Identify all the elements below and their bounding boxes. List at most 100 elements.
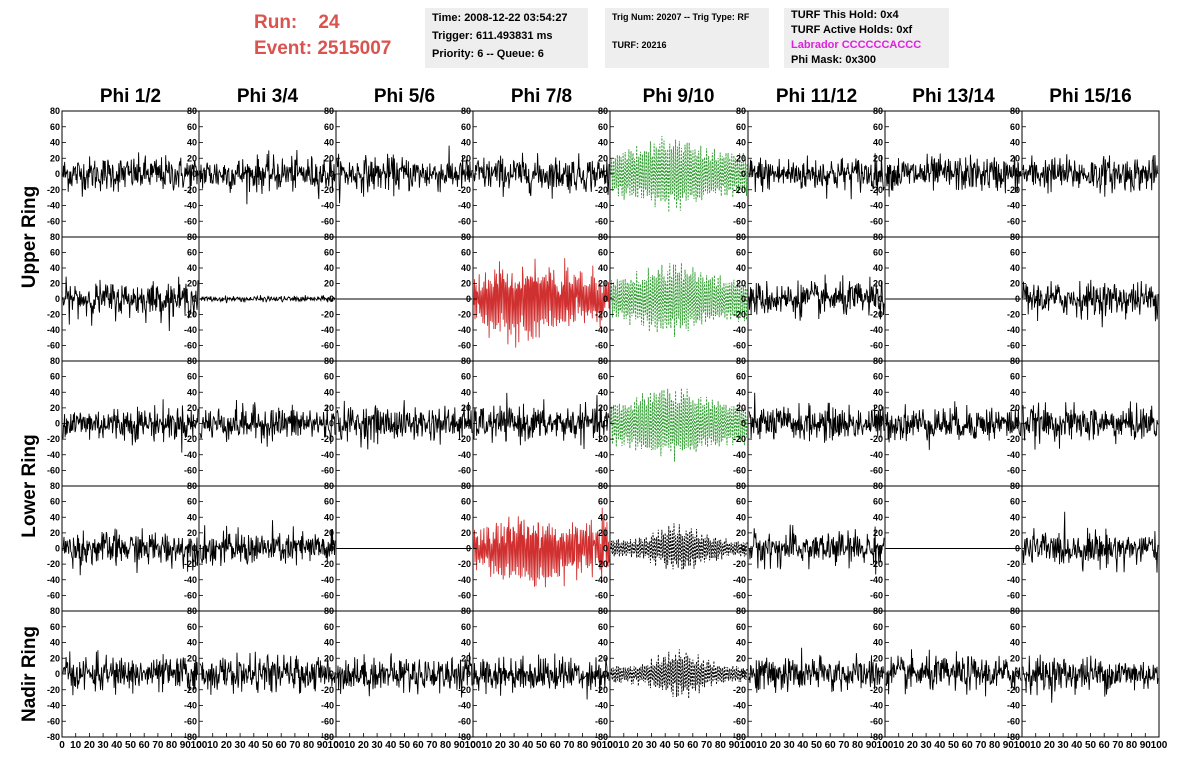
waveform-panel: 80 60 40 20 0 -20 -40 -60 [47, 356, 200, 487]
y-tick-label: 60 [1010, 122, 1020, 132]
y-tick-label: 40 [873, 387, 883, 397]
y-tick-label: 80 [461, 356, 471, 366]
y-tick-label: 20 [461, 653, 471, 663]
x-tick-label: 60 [550, 740, 562, 751]
y-tick-label: -40 [733, 575, 746, 585]
y-tick-label: 80 [736, 356, 746, 366]
y-tick-label: 20 [187, 279, 197, 289]
waveform-panel: 80 60 40 20 0 -20 -40 -60 [1007, 356, 1160, 487]
y-tick-label: -80 [870, 732, 883, 742]
y-tick-label: 60 [50, 372, 60, 382]
waveform-panel: 80 60 40 20 0 -20 -40 -60 [595, 232, 749, 362]
x-tick-label: 100 [1151, 740, 1168, 751]
x-tick-label: 70 [289, 740, 301, 751]
y-tick-label: -60 [184, 341, 197, 351]
y-tick-label: 60 [187, 372, 197, 382]
y-tick-label: -20 [733, 685, 746, 695]
y-tick-label: 0 [603, 294, 608, 304]
waveform-series [473, 258, 610, 348]
y-tick-label: 60 [324, 248, 334, 258]
y-tick-label: -40 [184, 450, 197, 460]
y-tick-label: -60 [184, 216, 197, 226]
y-tick-label: 40 [1010, 263, 1020, 273]
waveform-panel: 80 60 40 20 0 -20 -40 -60 [870, 106, 1023, 238]
waveform-panel: 80 60 40 20 0 -20 -40 -60 [595, 356, 749, 487]
x-tick-label: 90 [1140, 740, 1152, 751]
y-tick-label: 60 [873, 248, 883, 258]
y-tick-label: -60 [870, 341, 883, 351]
y-tick-label: -60 [733, 716, 746, 726]
y-tick-label: -40 [458, 325, 471, 335]
y-tick-label: 20 [324, 279, 334, 289]
y-tick-label: 80 [187, 481, 197, 491]
y-tick-label: -60 [184, 465, 197, 475]
y-tick-label: -40 [870, 701, 883, 711]
waveform-panel: 80 60 40 20 0 -20 -40 -60 [595, 106, 749, 238]
y-tick-label: 60 [598, 248, 608, 258]
y-tick-label: 40 [461, 263, 471, 273]
run-label: Run: [254, 12, 298, 33]
y-tick-label: 60 [598, 497, 608, 507]
y-tick-label: -40 [1007, 201, 1020, 211]
y-tick-label: -40 [184, 575, 197, 585]
event-line: Event: 2515007 [254, 36, 391, 62]
y-tick-label: -20 [184, 685, 197, 695]
y-tick-label: 20 [598, 279, 608, 289]
y-tick-label: 20 [598, 528, 608, 538]
y-tick-label: 40 [598, 512, 608, 522]
y-tick-label: -40 [870, 201, 883, 211]
y-tick-label: 40 [736, 638, 746, 648]
y-tick-label: 40 [324, 263, 334, 273]
y-tick-label: 80 [598, 481, 608, 491]
y-tick-label: 40 [187, 138, 197, 148]
y-tick-label: -20 [47, 310, 60, 320]
y-tick-label: -60 [458, 716, 471, 726]
y-tick-label: -60 [1007, 216, 1020, 226]
column-header: Phi 7/8 [510, 86, 573, 107]
y-tick-label: 80 [461, 232, 471, 242]
y-tick-label: 60 [736, 497, 746, 507]
waveform-series [62, 152, 199, 197]
labrador-text: Labrador CCCCCCACCC [791, 39, 922, 51]
x-tick-label: 80 [1126, 740, 1138, 751]
waveform-panel: 80 60 40 20 0 -20 -40 -60 [184, 481, 337, 612]
waveform-series [610, 388, 748, 462]
waveform-series [336, 400, 473, 450]
y-tick-label: 20 [598, 153, 608, 163]
waveform-series [885, 649, 1022, 697]
y-tick-label: -20 [184, 185, 197, 195]
y-tick-label: 80 [461, 606, 471, 616]
y-tick-label: -20 [458, 685, 471, 695]
y-tick-label: 80 [1010, 356, 1020, 366]
y-tick-label: 0 [192, 669, 197, 679]
y-tick-label: 80 [873, 606, 883, 616]
y-tick-label: -20 [595, 559, 608, 569]
waveform-panel: 80 60 40 20 0 -20 -40 -60 [47, 232, 200, 362]
panel-frame [61, 110, 200, 238]
y-tick-label: 0 [466, 419, 471, 429]
x-tick-label: 30 [98, 740, 110, 751]
y-tick-label: 20 [461, 153, 471, 163]
waveform-panel: 80 60 40 20 0 -20 -40 -60 [321, 106, 474, 238]
x-tick-label: 90 [591, 740, 603, 751]
y-tick-label: -60 [733, 590, 746, 600]
y-tick-label: 20 [1010, 653, 1020, 663]
y-tick-label: 40 [324, 512, 334, 522]
y-tick-label: 20 [598, 403, 608, 413]
y-tick-label: -80 [595, 732, 608, 742]
x-tick-label: 30 [784, 740, 796, 751]
y-tick-label: 60 [50, 497, 60, 507]
y-tick-label: 80 [324, 232, 334, 242]
y-tick-label: 20 [461, 528, 471, 538]
y-tick-label: -20 [184, 310, 197, 320]
y-tick-label: 0 [55, 169, 60, 179]
waveform-series [473, 392, 610, 450]
x-tick-label: 40 [934, 740, 946, 751]
waveform-series [1022, 511, 1159, 573]
x-tick-label: 60 [1099, 740, 1111, 751]
y-tick-label: 80 [187, 356, 197, 366]
y-tick-label: -40 [47, 450, 60, 460]
x-tick-label: 100 [877, 740, 894, 751]
y-tick-label: 20 [873, 153, 883, 163]
x-tick-label: 40 [111, 740, 123, 751]
